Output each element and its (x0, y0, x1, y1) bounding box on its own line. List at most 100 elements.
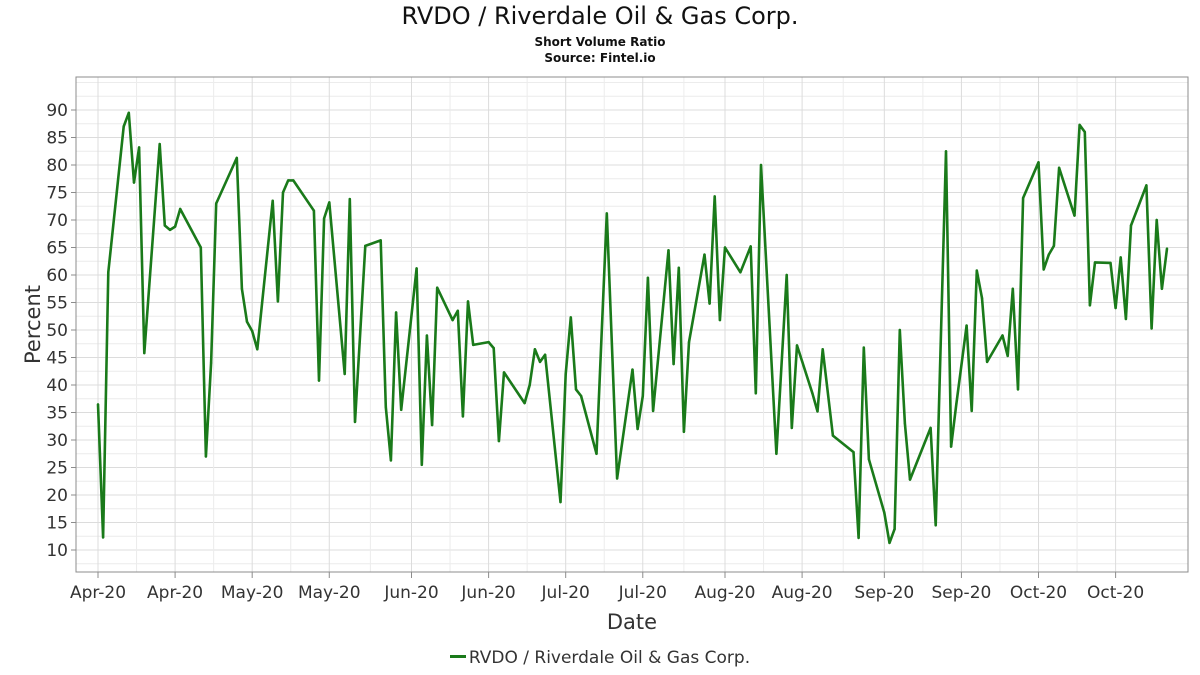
y-axis-label: Percent (21, 285, 45, 364)
x-tick-label: May-20 (221, 583, 284, 603)
chart-title: RVDO / Riverdale Oil & Gas Corp. (401, 2, 799, 30)
data-point (173, 225, 177, 228)
data-point (934, 524, 937, 527)
data-point (199, 246, 202, 249)
data-point (785, 273, 788, 277)
data-point (461, 415, 465, 418)
data-point (1001, 334, 1004, 337)
data-point (328, 201, 331, 204)
data-point (1129, 224, 1133, 227)
data-point (1073, 214, 1076, 217)
data-point (1016, 388, 1020, 391)
data-point (322, 217, 326, 220)
data-point (132, 181, 136, 184)
data-point (1155, 218, 1158, 222)
data-point (466, 300, 470, 303)
data-point (687, 340, 691, 344)
data-point (389, 459, 393, 462)
plot-area-frame (75, 76, 1189, 573)
data-point (436, 286, 439, 289)
x-tick-label: Oct-20 (1010, 583, 1067, 603)
y-tick-label: 55 (46, 294, 68, 314)
data-point (543, 353, 547, 356)
data-point (579, 394, 583, 398)
data-point (245, 320, 249, 323)
legend-swatch (449, 654, 466, 658)
data-point (636, 427, 639, 431)
data-point (795, 344, 799, 347)
data-point (975, 269, 978, 272)
data-point (883, 511, 886, 514)
data-point (559, 500, 562, 504)
y-tick-label: 70 (46, 211, 68, 231)
data-point (713, 195, 716, 198)
data-point (831, 434, 835, 437)
data-point (451, 318, 454, 322)
data-point (888, 541, 891, 545)
y-tick-label: 85 (46, 129, 68, 149)
data-point (271, 199, 274, 202)
data-point (929, 426, 932, 430)
data-point (276, 300, 280, 303)
line-chart: 10 15 20 25 30 35 40 45 50 55 60 65 70 75 80 85 90 Apr-2… (21, 76, 1189, 634)
data-point (256, 348, 259, 351)
data-point (857, 536, 860, 540)
grid-lines (76, 77, 1188, 572)
data-point (867, 458, 871, 461)
data-point (739, 271, 742, 274)
data-point (1037, 161, 1040, 164)
data-point (631, 368, 634, 371)
data-point (1114, 306, 1117, 310)
data-point (127, 111, 130, 115)
data-point (862, 346, 865, 349)
data-point (158, 142, 161, 146)
data-point (723, 246, 727, 249)
series-layer (96, 111, 1169, 545)
data-point (985, 360, 989, 364)
data-point (137, 146, 141, 149)
data-point (312, 209, 316, 212)
data-point (641, 394, 644, 398)
data-point (400, 408, 403, 411)
data-point (790, 426, 793, 430)
data-point (1057, 166, 1061, 169)
data-point (646, 276, 650, 279)
x-tick-label: Jul-20 (541, 583, 590, 603)
data-point (677, 266, 680, 269)
data-point (1150, 327, 1153, 330)
data-point (472, 343, 475, 347)
data-point (204, 455, 208, 458)
data-point (1109, 261, 1112, 265)
data-point (343, 372, 346, 376)
data-point (965, 324, 968, 327)
data-point (420, 463, 423, 466)
y-tick-label: 45 (46, 349, 68, 369)
data-point (209, 361, 213, 365)
data-point (1042, 268, 1045, 271)
y-tick-label: 40 (46, 376, 68, 396)
data-point (456, 309, 459, 312)
x-tick-label: Jul-20 (618, 583, 667, 603)
data-point (163, 224, 166, 227)
y-tick-label: 80 (46, 156, 68, 176)
data-point (281, 191, 285, 194)
data-point (317, 379, 321, 382)
data-point (903, 422, 907, 425)
data-point (811, 392, 814, 395)
data-point (502, 371, 506, 374)
data-point (949, 445, 953, 448)
data-point (487, 340, 490, 344)
x-tick-label: Apr-20 (70, 583, 126, 603)
data-point (754, 392, 757, 395)
data-point (667, 249, 670, 252)
y-tick-label: 20 (46, 486, 68, 506)
data-point (898, 328, 901, 332)
data-point (672, 362, 675, 366)
y-tick-label: 25 (46, 459, 68, 479)
chart-subtitle: Short Volume Ratio (534, 35, 666, 49)
data-point (107, 271, 110, 274)
data-point (1052, 244, 1056, 248)
x-axis-ticks: Apr-20 Apr-20 May-20 May-20 Jun-20 Jun-20 Jul-… (70, 572, 1144, 603)
data-point (235, 156, 238, 160)
data-point (574, 388, 578, 391)
